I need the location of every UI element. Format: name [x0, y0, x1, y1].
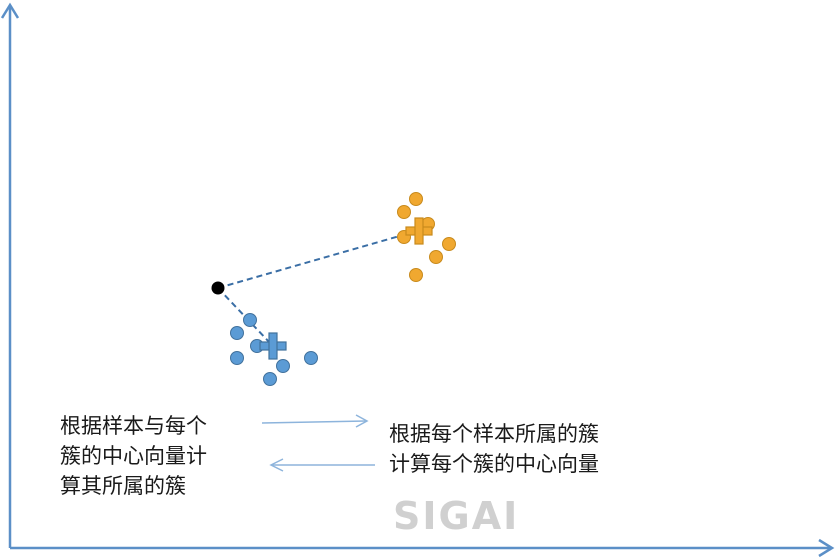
- orange-centroid-plus: [405, 217, 433, 245]
- orange-point: [442, 237, 456, 251]
- distance-line-blue: [217, 287, 271, 344]
- blue-point: [230, 351, 244, 365]
- right-caption-line: 计算每个簇的中心向量: [389, 452, 599, 476]
- left-caption-line: 算其所属的簇: [60, 474, 186, 498]
- arrow-right: [261, 414, 369, 428]
- distance-line-orange: [217, 230, 418, 289]
- orange-point: [429, 250, 443, 264]
- blue-point: [304, 351, 318, 365]
- left-caption: 根据样本与每个 簇的中心向量计 算其所属的簇: [60, 411, 207, 501]
- right-caption-line: 根据每个样本所属的簇: [389, 422, 599, 446]
- left-caption-line: 根据样本与每个: [60, 414, 207, 438]
- y-axis-arrowhead: [0, 2, 20, 19]
- x-axis-arrowhead: [818, 538, 835, 558]
- blue-point: [230, 326, 244, 340]
- orange-point: [409, 192, 423, 206]
- blue-point: [263, 372, 277, 386]
- sigai-watermark: SIGAI: [393, 494, 520, 538]
- blue-point: [276, 359, 290, 373]
- arrow-left: [269, 458, 375, 472]
- blue-centroid-plus: [259, 332, 287, 360]
- left-caption-line: 簇的中心向量计: [60, 444, 207, 468]
- cluster-orange: [397, 192, 456, 282]
- right-caption: 根据每个样本所属的簇 计算每个簇的中心向量: [389, 419, 599, 479]
- orange-point: [409, 268, 423, 282]
- orange-point: [397, 205, 411, 219]
- blue-point: [243, 313, 257, 327]
- sample-point: [211, 281, 225, 295]
